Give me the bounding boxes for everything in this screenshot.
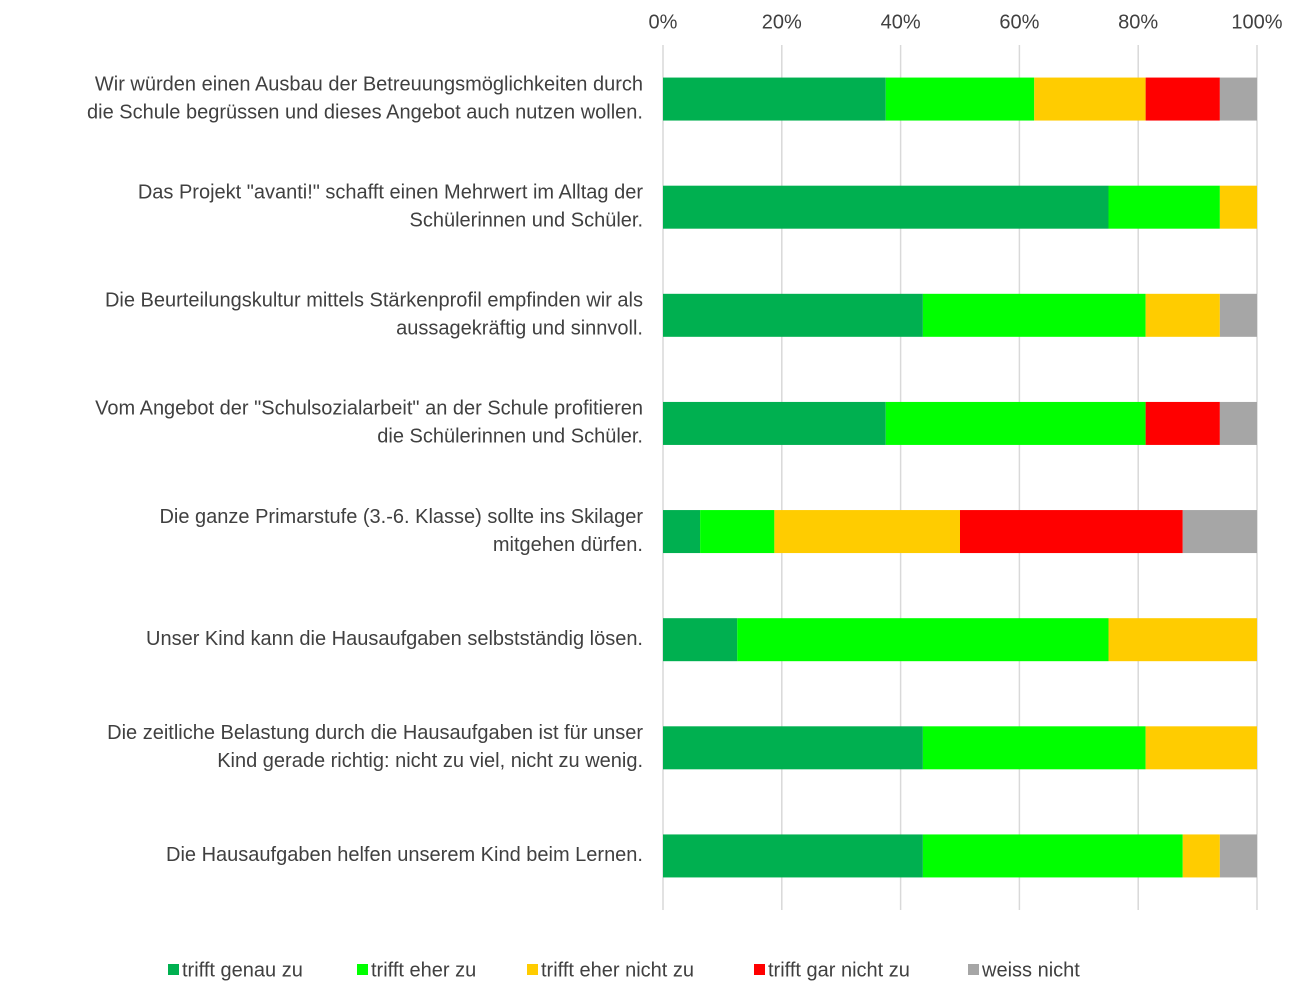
category-label: mitgehen dürfen. (493, 534, 643, 556)
bar-segment (663, 510, 701, 554)
category-label: Das Projekt "avanti!" schafft einen Mehr… (138, 181, 644, 203)
bar-segment (1219, 293, 1257, 337)
bar-segment (922, 834, 1183, 878)
bar-segment (922, 726, 1146, 770)
x-tick-label: 40% (881, 11, 921, 33)
bar-segment (1219, 401, 1257, 445)
category-label: aussagekräftig und sinnvoll. (396, 318, 643, 340)
legend-label: trifft genau zu (182, 959, 303, 981)
category-label: Schülerinnen und Schüler. (410, 209, 644, 231)
category-label: Die Hausaufgaben helfen unserem Kind bei… (166, 844, 643, 866)
legend-swatch (168, 964, 179, 975)
bar-segment (663, 834, 923, 878)
bar-segment (960, 510, 1183, 554)
bar-segment (922, 293, 1146, 337)
bar-segment (737, 618, 1109, 662)
legend-swatch (527, 964, 538, 975)
legend-label: trifft eher zu (371, 959, 476, 981)
bar-segment (663, 185, 1109, 229)
bar-segment (1145, 401, 1220, 445)
bar-segment (1182, 834, 1220, 878)
bar-segment (885, 401, 1146, 445)
bar-segment (1145, 77, 1220, 121)
bar-segment (1145, 293, 1220, 337)
legend-swatch (754, 964, 765, 975)
x-tick-label: 80% (1118, 11, 1158, 33)
category-label: Die ganze Primarstufe (3.-6. Klasse) sol… (159, 506, 643, 528)
x-tick-label: 100% (1231, 11, 1282, 33)
legend-label: weiss nicht (981, 959, 1080, 981)
legend-label: trifft eher nicht zu (541, 959, 694, 981)
bar-segment (1108, 618, 1257, 662)
bar-segment (663, 293, 923, 337)
bar-segment (1219, 834, 1257, 878)
bar-segment (1219, 185, 1257, 229)
bar-segment (700, 510, 775, 554)
category-label: Wir würden einen Ausbau der Betreuungsmö… (95, 73, 643, 95)
x-tick-label: 0% (649, 11, 678, 33)
category-label: Kind gerade richtig: nicht zu viel, nich… (217, 750, 643, 772)
bar-segment (1034, 77, 1146, 121)
category-label: Vom Angebot der "Schulsozialarbeit" an d… (95, 398, 643, 420)
bar-segment (1219, 77, 1257, 121)
x-tick-label: 20% (762, 11, 802, 33)
category-label: die Schule begrüssen und dieses Angebot … (87, 101, 643, 123)
bar-segment (885, 77, 1035, 121)
x-tick-label: 60% (999, 11, 1039, 33)
bar-segment (774, 510, 960, 554)
bar-segment (1108, 185, 1220, 229)
category-label: die Schülerinnen und Schüler. (377, 426, 643, 448)
legend-swatch (357, 964, 368, 975)
legend-label: trifft gar nicht zu (768, 959, 910, 981)
bar-segment (663, 401, 886, 445)
bar-segment (663, 77, 886, 121)
category-label: Unser Kind kann die Hausaufgaben selbsts… (146, 628, 643, 650)
bar-segment (663, 726, 923, 770)
category-label: Die Beurteilungskultur mittels Stärkenpr… (105, 290, 643, 312)
bar-segment (1182, 510, 1257, 554)
category-label: Die zeitliche Belastung durch die Hausau… (107, 722, 643, 744)
bar-segment (1145, 726, 1257, 770)
bar-segment (663, 618, 738, 662)
legend-swatch (968, 964, 979, 975)
